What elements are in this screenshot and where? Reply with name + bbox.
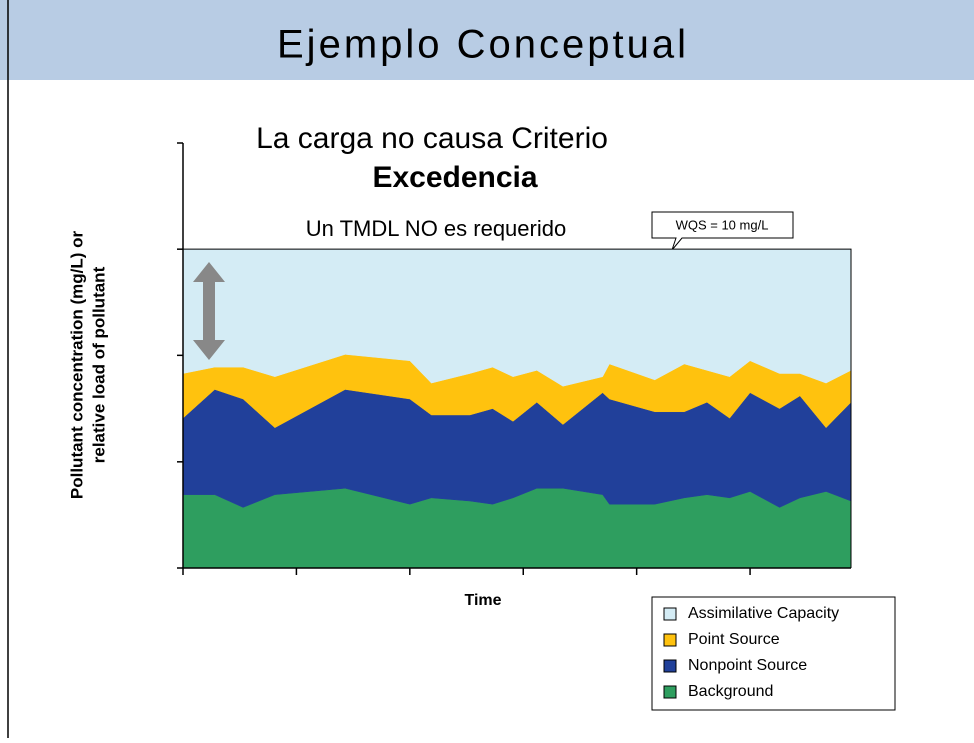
chart-title: La carga no causa Criterio bbox=[256, 122, 608, 155]
legend-swatch bbox=[663, 607, 677, 621]
y-axis-label: relative load of pollutant bbox=[89, 266, 108, 463]
x-axis-label: Time bbox=[464, 592, 501, 609]
title-bar bbox=[0, 0, 974, 80]
area bbox=[182, 488, 852, 569]
legend-swatch bbox=[663, 685, 677, 699]
legend-entries: Assimilative Capacity Point Source Nonpoin… bbox=[663, 605, 839, 700]
y-axis-label: Pollutant concentration (mg/L) or bbox=[67, 231, 86, 500]
area-outline bbox=[183, 248, 852, 568]
slide-title: Ejemplo Conceptual bbox=[277, 23, 689, 67]
annotation: WQS = 10 mg/L bbox=[676, 217, 769, 232]
plot bbox=[177, 142, 852, 575]
legend-label: Background bbox=[688, 683, 773, 700]
arrow bbox=[193, 262, 225, 360]
legend-label: Assimilative Capacity bbox=[688, 605, 839, 622]
legend bbox=[651, 596, 896, 711]
chart-title-bold: Excedencia bbox=[372, 161, 537, 194]
legend-label: Nonpoint Source bbox=[688, 657, 807, 674]
legend-label: Point Source bbox=[688, 631, 780, 648]
annotation-callout bbox=[651, 211, 794, 251]
legend-swatch bbox=[663, 659, 677, 673]
legend-swatch bbox=[663, 633, 677, 647]
chart-subtitle: Un TMDL NO es requerido bbox=[306, 216, 566, 241]
